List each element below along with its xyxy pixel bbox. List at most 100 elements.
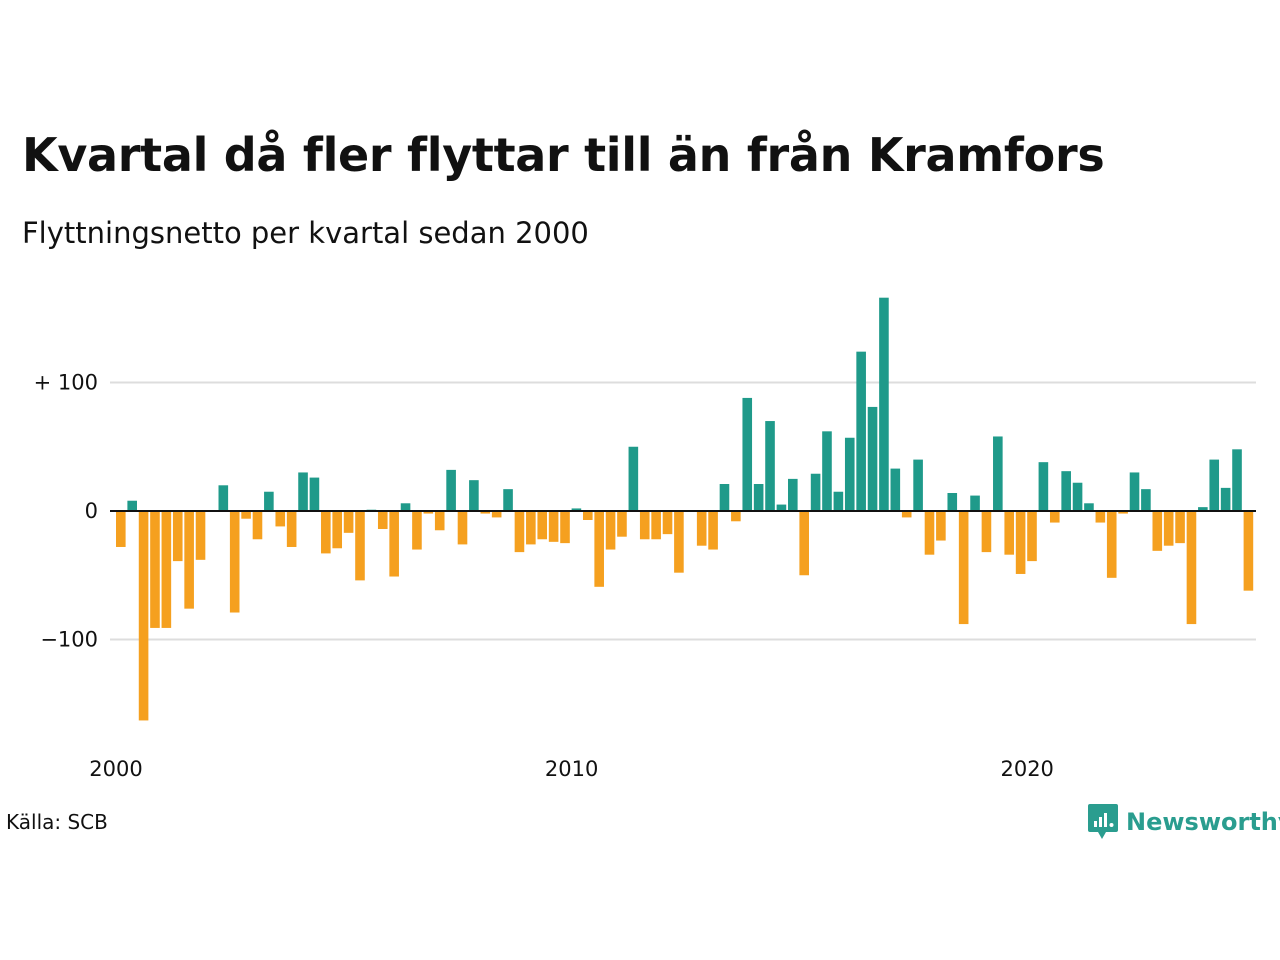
x-axis-labels: 2000 2010 2020 [89, 757, 1054, 781]
bar [434, 511, 445, 531]
bar [172, 511, 183, 562]
bar [788, 478, 798, 512]
bar [1095, 511, 1106, 523]
bar [765, 421, 775, 511]
bar [389, 511, 399, 577]
bar [936, 511, 946, 541]
bar [1118, 511, 1128, 514]
bar [879, 297, 889, 511]
y-tick-label: 0 [85, 499, 98, 523]
bar [605, 511, 616, 550]
bar [981, 511, 992, 553]
bar [1072, 482, 1083, 511]
bar [241, 511, 251, 519]
bar [150, 511, 160, 628]
bar [708, 511, 718, 550]
bars [116, 297, 1254, 721]
bar [947, 493, 958, 511]
bar [548, 511, 559, 542]
bar [286, 511, 297, 547]
bar [526, 511, 536, 545]
bar [674, 511, 684, 573]
bar [412, 511, 422, 550]
bar [833, 491, 844, 511]
bar [275, 511, 286, 527]
bar [810, 473, 821, 512]
bar [184, 511, 194, 609]
bar [1027, 511, 1037, 562]
bar [719, 484, 730, 511]
bar [970, 495, 980, 511]
bar [1198, 507, 1208, 511]
bar [901, 511, 912, 518]
y-tick-label: −100 [40, 628, 98, 652]
bar [639, 511, 650, 540]
bar [298, 472, 308, 511]
y-tick-label: + 100 [34, 371, 98, 395]
x-tick-label: 2010 [545, 757, 598, 781]
bar [582, 511, 593, 520]
bar [503, 489, 513, 511]
bar [731, 511, 741, 522]
bar [469, 480, 479, 511]
bar [844, 437, 855, 511]
bar [218, 485, 229, 511]
gridlines [110, 381, 1256, 641]
brand-name: Newsworthy [1126, 808, 1280, 836]
chart-subtitle: Flyttningsnetto per kvartal sedan 2000 [22, 216, 589, 250]
bar [1004, 511, 1015, 555]
bar [617, 511, 627, 537]
y-axis-labels: + 100 0 −100 [34, 371, 98, 652]
bar [423, 511, 434, 514]
bar [913, 459, 923, 511]
bar [1220, 487, 1231, 511]
bar [742, 397, 753, 511]
bar [480, 511, 491, 514]
bar [890, 468, 901, 511]
bar [309, 477, 320, 511]
bar [264, 491, 274, 511]
bar [1061, 471, 1071, 512]
bar [321, 511, 331, 554]
bar [993, 436, 1003, 511]
bar [594, 511, 604, 587]
bar [1038, 462, 1049, 511]
bar [514, 511, 525, 553]
bar [1049, 511, 1060, 523]
bar [776, 504, 787, 511]
bar [229, 511, 240, 613]
bar [127, 500, 137, 511]
bar [571, 508, 582, 511]
bar [822, 431, 832, 511]
bar [1175, 511, 1185, 544]
bar [1106, 511, 1117, 578]
chart-title: Kvartal då fler flyttar till än från Kra… [22, 128, 1105, 182]
bar [651, 511, 661, 540]
x-tick-label: 2000 [89, 757, 142, 781]
bar [560, 511, 570, 544]
bar [195, 511, 206, 560]
bar [662, 511, 673, 535]
bar [1163, 511, 1174, 546]
source-note: Källa: SCB [6, 810, 108, 834]
bar [537, 511, 548, 540]
newsworthy-logo[interactable]: Newsworthy [1088, 804, 1280, 840]
bar [457, 511, 468, 545]
bar [491, 511, 502, 518]
bar [1141, 489, 1151, 511]
bar-chart: + 100 0 −100 2000 2010 2020 [34, 297, 1256, 781]
bar [116, 511, 126, 547]
bar [753, 484, 764, 511]
bar [446, 469, 456, 511]
bar [1129, 472, 1140, 511]
x-tick-label: 2020 [1000, 757, 1053, 781]
bar [1243, 511, 1254, 591]
bar [252, 511, 263, 540]
bar [799, 511, 809, 576]
bar [1209, 459, 1220, 511]
bar [1152, 511, 1163, 551]
bar [400, 503, 411, 511]
bar [867, 406, 878, 511]
bar [696, 511, 707, 546]
bar [1232, 449, 1242, 511]
